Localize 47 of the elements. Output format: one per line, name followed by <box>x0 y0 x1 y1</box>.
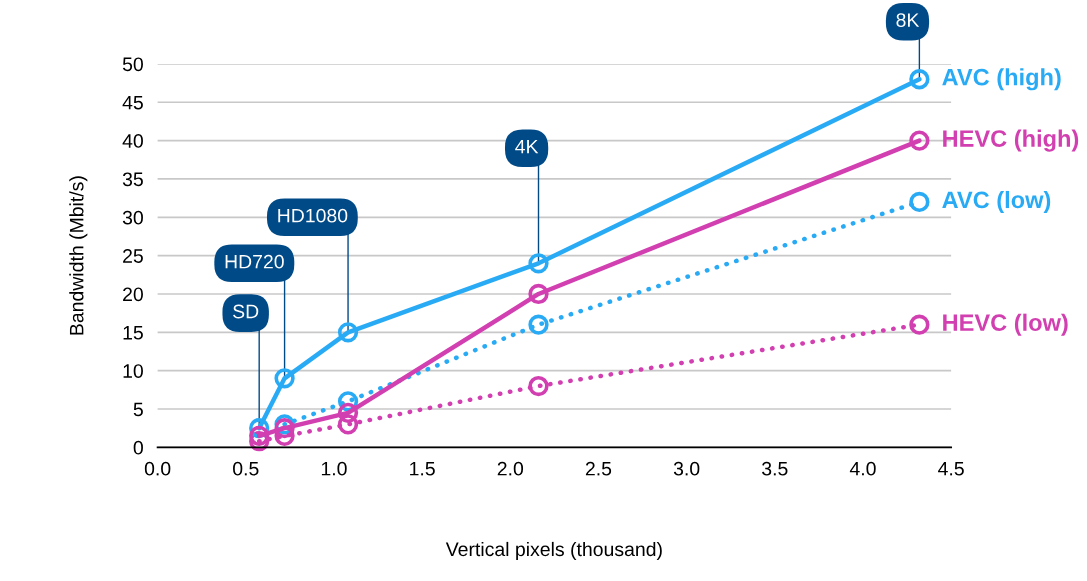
series-label: HEVC (high) <box>943 129 1079 152</box>
series-label: AVC (high) <box>942 68 1061 91</box>
x-tick-label: 2.5 <box>585 461 612 476</box>
point <box>274 368 295 389</box>
annotation: HD1080 <box>278 208 348 223</box>
point <box>274 425 295 447</box>
y-tick-label: 50 <box>122 57 143 72</box>
point <box>528 283 549 305</box>
annotation: 8K <box>896 13 920 27</box>
series-label: AVC (low) <box>942 190 1051 213</box>
point <box>528 314 549 335</box>
point <box>909 130 930 151</box>
point <box>909 69 930 90</box>
x-tick-label: 0.0 <box>144 461 171 476</box>
annotation: SD <box>233 304 259 319</box>
point <box>528 253 549 274</box>
y-tick-label: 10 <box>123 364 143 378</box>
x-axis-title: Vertical pixels (thousand) <box>445 541 662 561</box>
x-tick-label: 3.5 <box>762 461 788 476</box>
series-label: HEVC (low) <box>943 313 1068 336</box>
point <box>337 414 359 435</box>
x-tick-label: 2.0 <box>497 461 524 476</box>
annotation: 4K <box>515 139 539 154</box>
x-tick-label: 4.5 <box>938 461 964 476</box>
x-tick-label: 3.0 <box>673 461 700 476</box>
y-tick-label: 5 <box>133 402 143 417</box>
y-tick-label: 25 <box>123 249 143 263</box>
x-tick-label: 0.5 <box>233 461 259 476</box>
point <box>528 375 549 397</box>
y-tick-label: 40 <box>122 134 143 148</box>
point <box>337 402 359 423</box>
y-tick-label: 20 <box>123 287 143 302</box>
y-axis-title: Bandwidth (Mbit/s) <box>69 176 88 335</box>
point <box>249 431 270 452</box>
y-tick-label: 15 <box>123 326 143 340</box>
point <box>909 314 930 335</box>
annotation: HD720 <box>225 254 284 269</box>
point <box>909 191 930 213</box>
y-tick-label: 0 <box>133 440 143 455</box>
point <box>337 322 359 343</box>
y-tick-label: 30 <box>122 210 143 225</box>
point <box>249 425 270 447</box>
y-tick-label: 45 <box>122 95 143 110</box>
x-tick-label: 4.0 <box>849 461 876 476</box>
x-tick-label: 1.5 <box>410 461 435 476</box>
y-tick-label: 35 <box>122 172 143 187</box>
x-tick-label: 1.0 <box>321 461 347 476</box>
